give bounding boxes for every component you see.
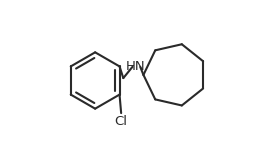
Text: Cl: Cl [115,115,128,128]
Text: HN: HN [126,60,146,73]
